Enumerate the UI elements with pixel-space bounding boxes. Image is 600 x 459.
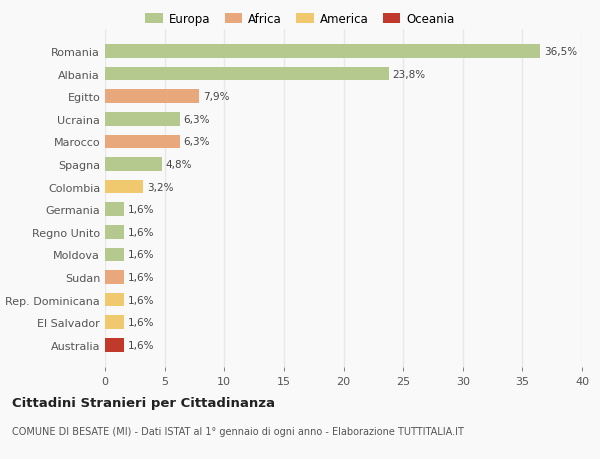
Bar	[105, 271, 124, 284]
Text: 7,9%: 7,9%	[203, 92, 229, 102]
Bar	[105, 316, 124, 329]
Bar	[105, 338, 124, 352]
Bar	[105, 225, 124, 239]
Bar	[105, 90, 199, 104]
Text: COMUNE DI BESATE (MI) - Dati ISTAT al 1° gennaio di ogni anno - Elaborazione TUT: COMUNE DI BESATE (MI) - Dati ISTAT al 1°…	[12, 426, 464, 436]
Bar	[105, 135, 180, 149]
Bar	[105, 203, 124, 217]
Bar	[105, 180, 143, 194]
Text: 3,2%: 3,2%	[147, 182, 173, 192]
Legend: Europa, Africa, America, Oceania: Europa, Africa, America, Oceania	[140, 8, 460, 31]
Text: 1,6%: 1,6%	[128, 340, 154, 350]
Text: 1,6%: 1,6%	[128, 205, 154, 215]
Bar	[105, 68, 389, 81]
Text: 1,6%: 1,6%	[128, 250, 154, 260]
Text: 1,6%: 1,6%	[128, 227, 154, 237]
Bar	[105, 45, 540, 59]
Text: 23,8%: 23,8%	[392, 69, 425, 79]
Text: 1,6%: 1,6%	[128, 295, 154, 305]
Text: Cittadini Stranieri per Cittadinanza: Cittadini Stranieri per Cittadinanza	[12, 396, 275, 409]
Text: 1,6%: 1,6%	[128, 273, 154, 282]
Text: 36,5%: 36,5%	[544, 47, 577, 57]
Text: 1,6%: 1,6%	[128, 318, 154, 328]
Bar	[105, 113, 180, 126]
Bar	[105, 158, 162, 172]
Bar	[105, 248, 124, 262]
Bar	[105, 293, 124, 307]
Text: 4,8%: 4,8%	[166, 160, 193, 170]
Text: 6,3%: 6,3%	[184, 115, 210, 124]
Text: 6,3%: 6,3%	[184, 137, 210, 147]
